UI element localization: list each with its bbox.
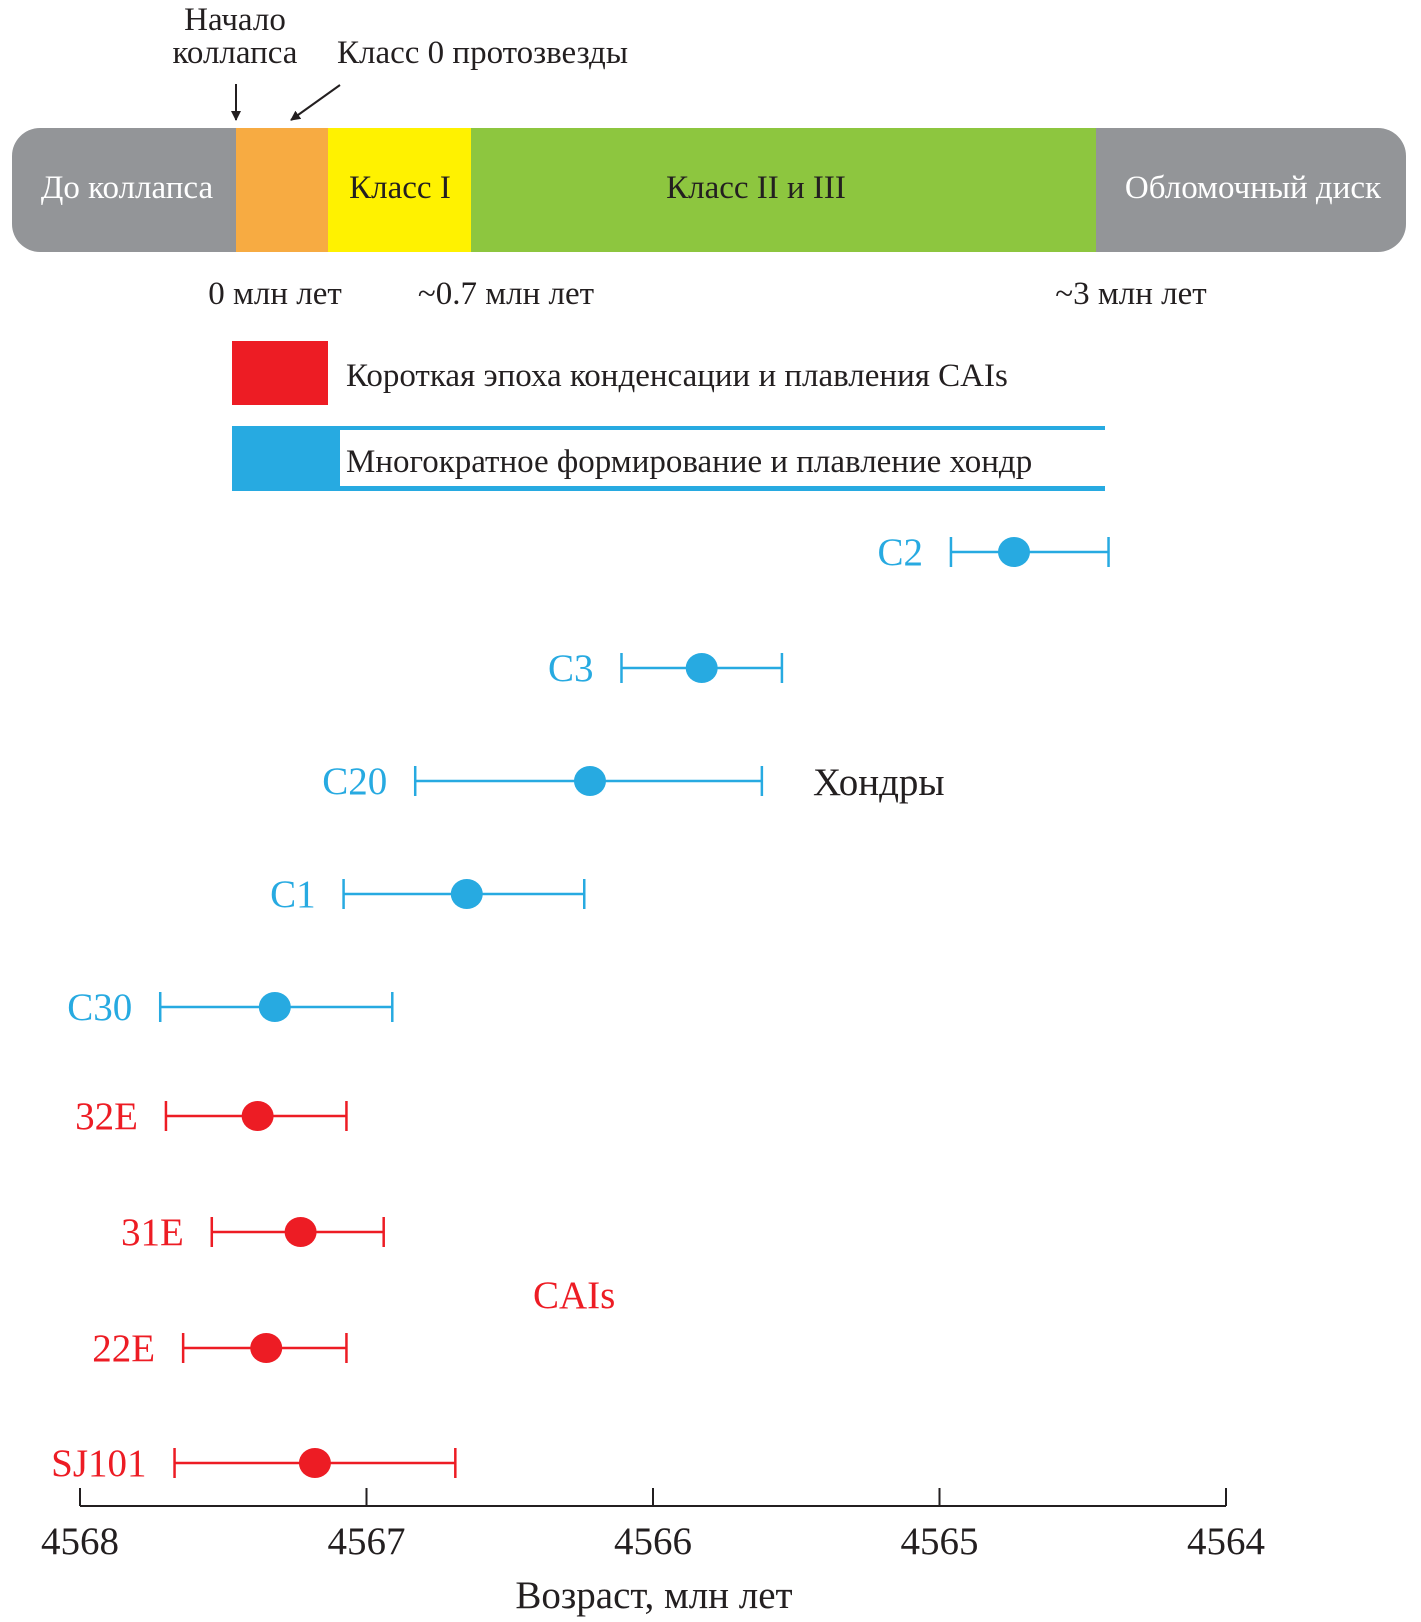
data-points: C2 C3 C20 C1 C30 32E 31E 22E SJ101 xyxy=(51,531,1110,1485)
cai-epoch-swatch xyxy=(232,341,328,405)
point-marker xyxy=(298,1448,331,1478)
phase-label-debris-disk: Обломочный диск xyxy=(1125,170,1382,206)
data-point-sj101: SJ101 xyxy=(51,1442,457,1485)
group-label-cais: CAIs xyxy=(533,1274,615,1317)
phase-label-pre-collapse: До коллапса xyxy=(41,170,214,206)
phase-class1 xyxy=(328,128,471,252)
point-marker xyxy=(258,992,291,1022)
phase-class23 xyxy=(471,128,1096,252)
data-point-c3: C3 xyxy=(548,647,784,690)
point-label: 22E xyxy=(92,1327,155,1370)
chondrule-epoch-label: Многократное формирование и плавление хо… xyxy=(346,444,1032,480)
phase-label-class23: Класс II и III xyxy=(666,170,846,206)
data-point-c2: C2 xyxy=(877,531,1110,574)
x-axis-label: Возраст, млн лет xyxy=(515,1574,792,1617)
phase-pre-collapse-body xyxy=(40,128,237,252)
phase-bar: До коллапса Класс I Класс II и III Облом… xyxy=(12,128,1406,252)
group-label-chondrules: Хондры xyxy=(813,761,945,804)
point-marker xyxy=(284,1217,317,1247)
collapse-start-label: Начало xyxy=(184,2,286,38)
data-point-c1: C1 xyxy=(270,873,586,916)
time-label-0: 0 млн лет xyxy=(208,276,342,312)
age-plot: Хондры CAIs Возраст, млн лет 4568 4567 456… xyxy=(41,531,1265,1617)
time-label-0-7: ~0.7 млн лет xyxy=(418,276,594,312)
x-axis-ticks: 4568 4567 4566 4565 4564 xyxy=(41,1488,1265,1563)
phase-time-labels: 0 млн лет ~0.7 млн лет ~3 млн лет xyxy=(208,276,1206,312)
point-label: C3 xyxy=(548,647,594,690)
legend: Короткая эпоха конденсации и плавления C… xyxy=(232,341,1105,491)
point-label: 32E xyxy=(75,1095,138,1138)
point-marker xyxy=(997,537,1030,567)
cai-epoch-label: Короткая эпоха конденсации и плавления C… xyxy=(346,358,1008,394)
x-tick-label: 4566 xyxy=(614,1520,692,1563)
point-label: SJ101 xyxy=(51,1442,146,1485)
time-label-3: ~3 млн лет xyxy=(1055,276,1206,312)
protostar-class0-label: Класс 0 протозвезды xyxy=(337,35,628,71)
x-tick-label: 4567 xyxy=(328,1520,406,1563)
chondrule-epoch-label-bg xyxy=(340,430,1105,486)
point-label: C1 xyxy=(270,873,316,916)
point-marker xyxy=(450,879,483,909)
point-marker xyxy=(573,766,606,796)
x-tick-label: 4568 xyxy=(41,1520,119,1563)
x-tick-label: 4564 xyxy=(1187,1520,1265,1563)
point-marker xyxy=(685,653,718,683)
collapse-start-label-line2: коллапса xyxy=(173,35,298,71)
data-point-c30: C30 xyxy=(67,986,394,1029)
phase-label-class1: Класс I xyxy=(349,170,451,206)
point-marker xyxy=(241,1101,274,1131)
data-point-32e: 32E xyxy=(75,1095,348,1138)
data-point-c20: C20 xyxy=(322,760,764,803)
phase-annotations: Начало коллапса Класс 0 протозвезды xyxy=(173,2,628,121)
point-label: C30 xyxy=(67,986,132,1029)
phase-class0 xyxy=(236,128,328,252)
phase-debris-disk-body xyxy=(1090,128,1376,252)
data-point-31e: 31E xyxy=(121,1211,385,1254)
x-tick-label: 4565 xyxy=(901,1520,979,1563)
point-label: C2 xyxy=(877,531,923,574)
data-point-22e: 22E xyxy=(92,1327,348,1370)
point-label: 31E xyxy=(121,1211,184,1254)
protostar-arrow-icon xyxy=(290,84,341,121)
point-label: C20 xyxy=(322,760,387,803)
point-marker xyxy=(250,1333,283,1363)
